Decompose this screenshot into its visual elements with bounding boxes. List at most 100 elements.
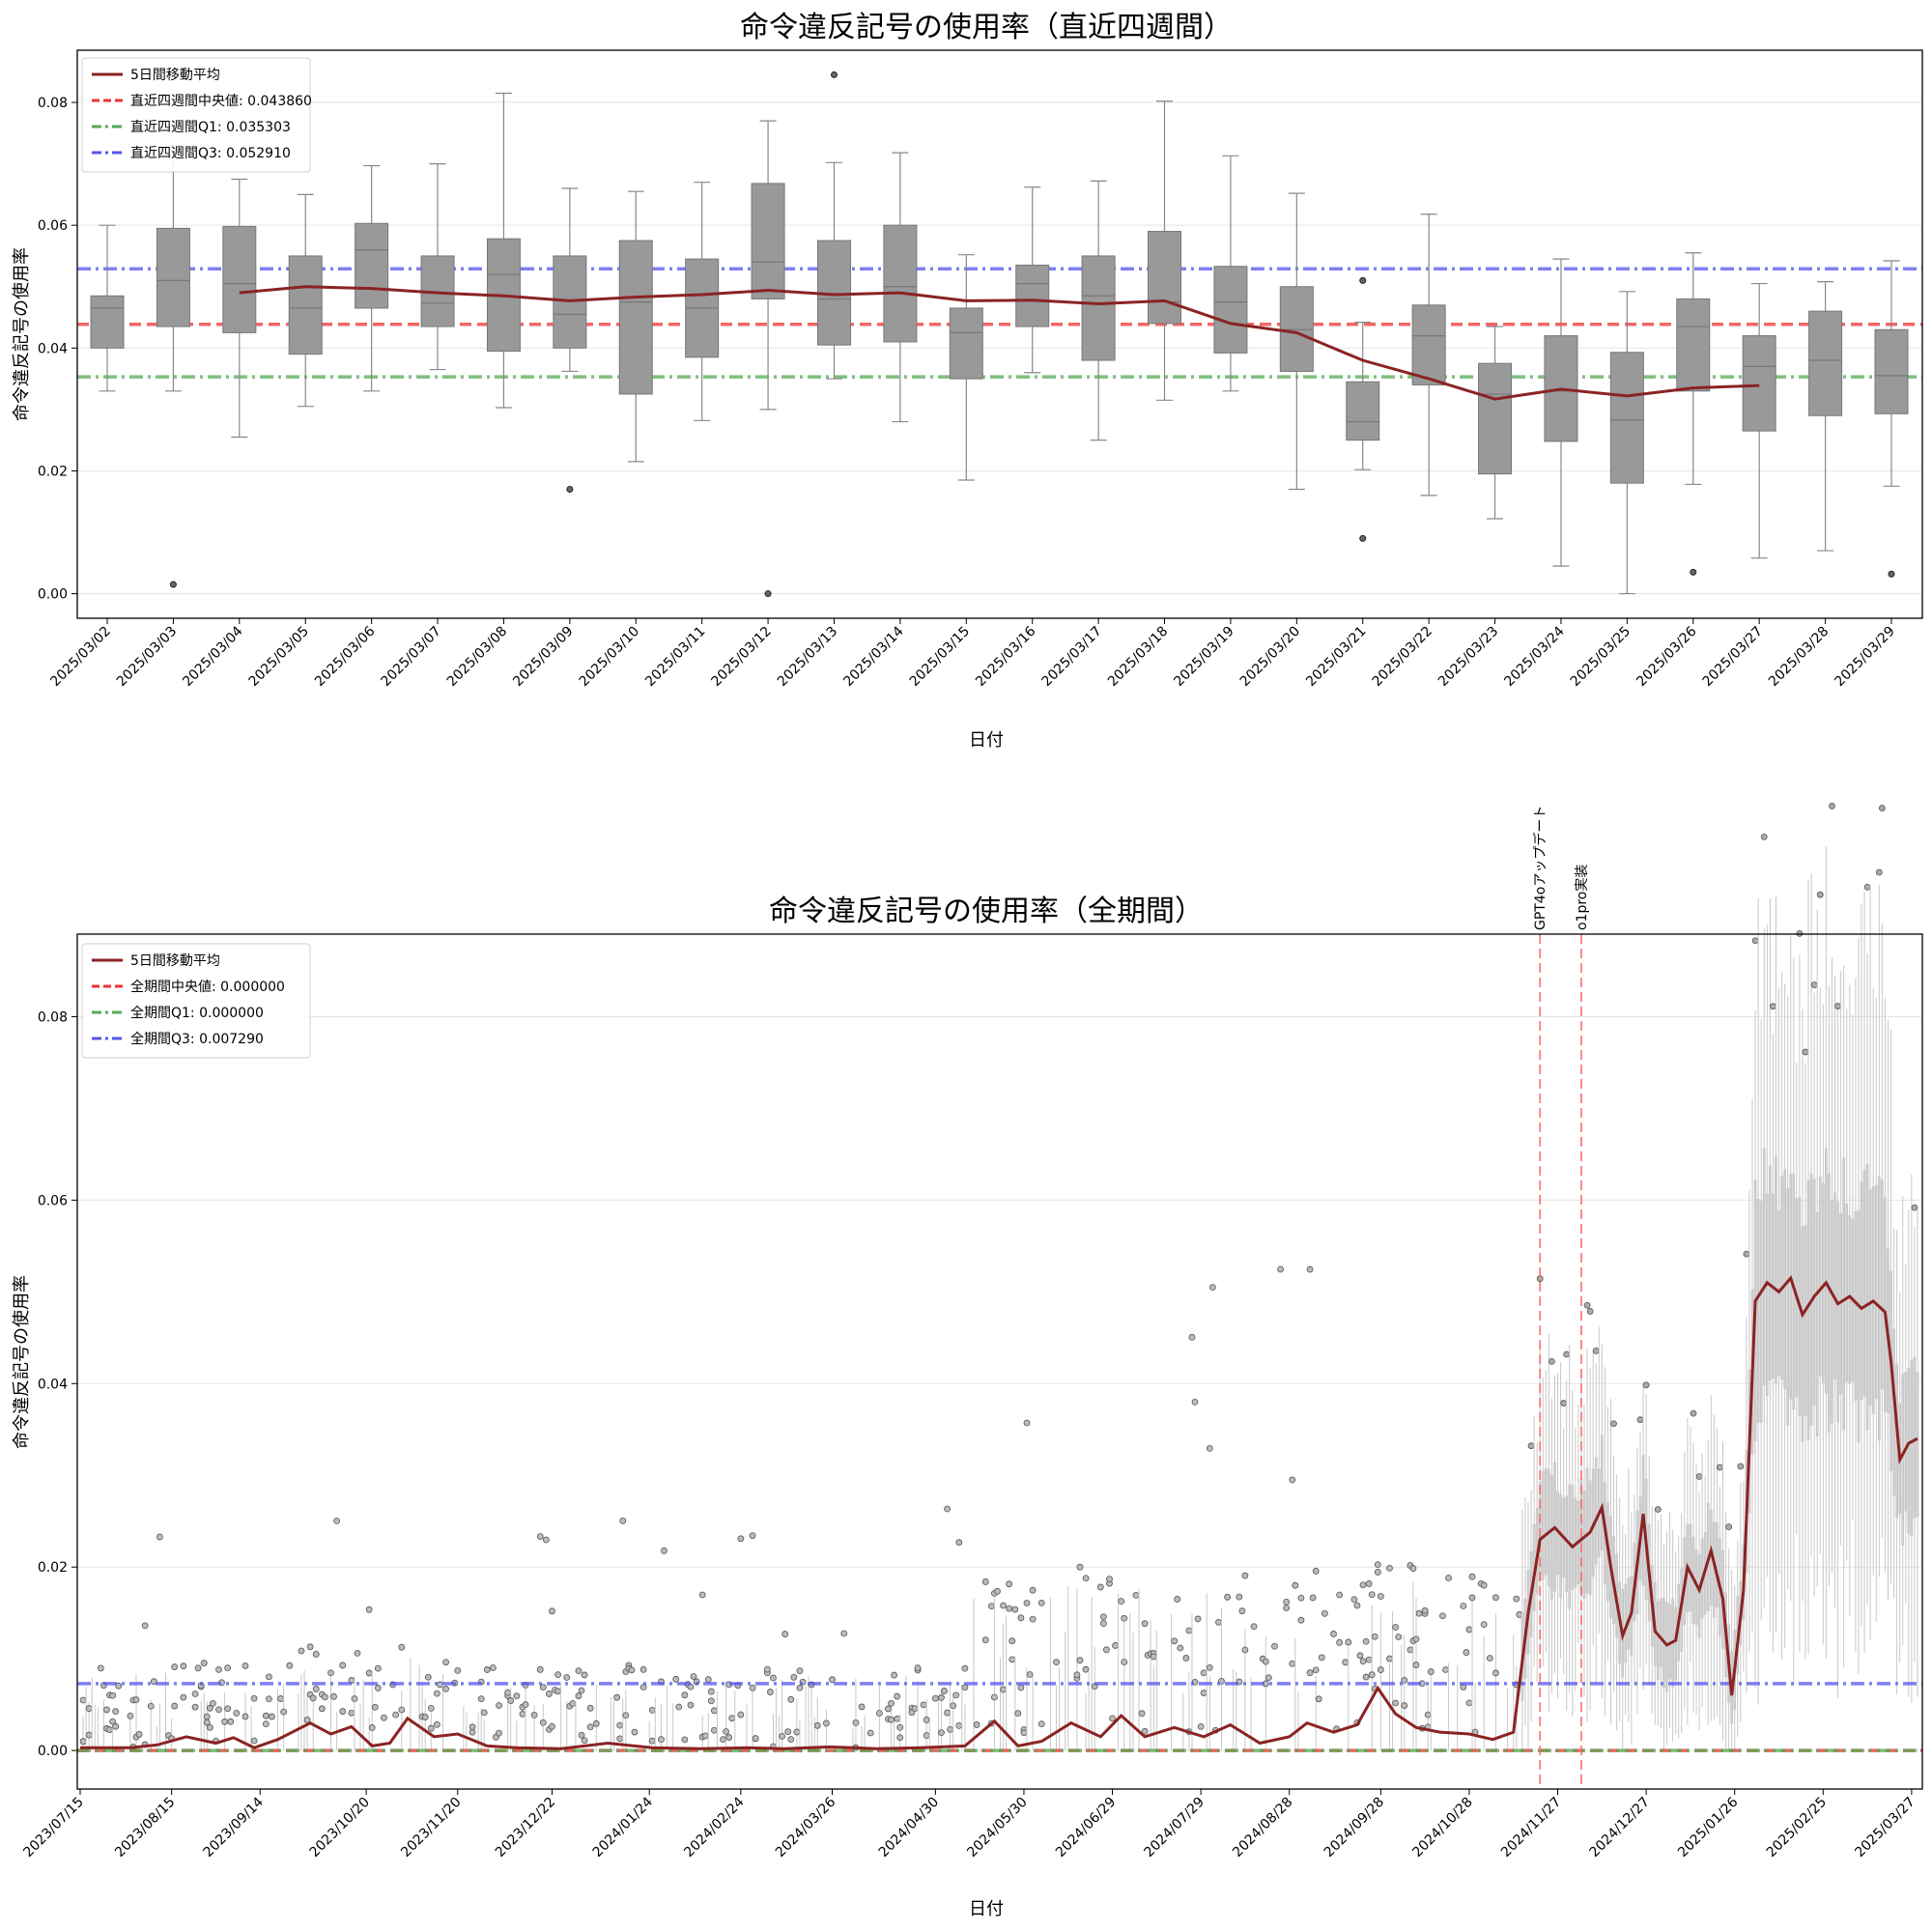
- daily-box: [981, 1578, 989, 1644]
- box-body: [1765, 1194, 1769, 1397]
- daily-box: [1289, 1476, 1296, 1667]
- outlier-point: [1336, 1591, 1344, 1599]
- daily-box: [1442, 1666, 1449, 1673]
- box-body: [1015, 264, 1050, 327]
- daily-box: [920, 1701, 927, 1709]
- box-body: [1804, 1225, 1807, 1417]
- daily-box: [578, 1687, 585, 1739]
- x-tick-label: 2025/03/20: [1237, 624, 1303, 690]
- daily-box: [1309, 1594, 1317, 1602]
- x-axis-label: 日付: [969, 1899, 1004, 1919]
- daily-box: [763, 1665, 771, 1677]
- daily-box: [1668, 1511, 1671, 1728]
- outlier-point: [938, 1693, 945, 1701]
- outlier-point: [1082, 1665, 1090, 1673]
- outlier-point: [242, 1713, 249, 1720]
- daily-box: [1777, 988, 1780, 1575]
- outlier-point: [1834, 1003, 1841, 1009]
- outlier-point: [619, 1517, 627, 1524]
- box-2025/03/18: [1148, 100, 1182, 401]
- outlier-point: [737, 1535, 745, 1543]
- outlier-point: [955, 1539, 963, 1547]
- daily-box: [1911, 1204, 1918, 1662]
- outlier-point: [1415, 1609, 1423, 1617]
- daily-box: [961, 1664, 969, 1751]
- outlier-point: [513, 1692, 521, 1700]
- daily-box: [333, 1517, 341, 1751]
- outlier-point: [312, 1686, 320, 1692]
- x-tick-label: 2024/05/30: [964, 1795, 1030, 1861]
- daily-box: [112, 1708, 120, 1730]
- outlier-point: [1250, 1623, 1258, 1631]
- daily-box: [1138, 1710, 1146, 1718]
- legend-label: 全期間Q3: 0.007290: [130, 1031, 264, 1047]
- outlier-point: [1297, 1616, 1305, 1624]
- daily-box: [728, 1715, 736, 1722]
- outlier-point: [1751, 937, 1759, 945]
- daily-box: [1809, 873, 1813, 1557]
- outlier-point: [950, 1702, 957, 1710]
- box-body: [751, 183, 785, 299]
- daily-box: [1011, 1605, 1019, 1751]
- daily-box: [952, 1691, 960, 1699]
- outlier-point: [796, 1667, 804, 1675]
- outlier-point: [1082, 1575, 1090, 1582]
- daily-box: [1801, 1009, 1804, 1602]
- daily-box: [1887, 1020, 1889, 1602]
- x-tick-label: 2025/03/08: [444, 624, 510, 690]
- daily-box: [1601, 1344, 1604, 1699]
- daily-box: [1769, 898, 1772, 1633]
- outlier-point: [1480, 1621, 1488, 1629]
- daily-box: [1775, 896, 1777, 1634]
- x-tick-label: 2025/03/16: [973, 623, 1038, 689]
- x-tick-label: 2025/03/02: [47, 624, 113, 690]
- legend-label: 5日間移動平均: [130, 953, 220, 969]
- daily-box: [354, 1649, 361, 1657]
- outlier-point: [704, 1676, 712, 1683]
- box-body: [883, 224, 918, 343]
- daily-box: [1362, 1637, 1370, 1681]
- box-body: [1213, 266, 1248, 354]
- chart-title: 命令違反記号の使用率（直近四週間）: [740, 11, 1233, 44]
- daily-box: [1112, 1642, 1119, 1649]
- outlier-point: [1208, 1284, 1216, 1292]
- moving-average-line: [239, 285, 1760, 401]
- x-tick-label: 2025/03/28: [1766, 624, 1832, 690]
- daily-box: [303, 1692, 311, 1751]
- outlier-point: [1442, 1666, 1449, 1673]
- daily-box: [1559, 1362, 1562, 1660]
- outlier-point: [112, 1722, 120, 1730]
- outlier-point: [424, 1673, 432, 1681]
- outlier-point: [1023, 1600, 1031, 1606]
- outlier-point: [1465, 1626, 1473, 1634]
- x-tick-label: 2025/03/25: [1568, 624, 1634, 690]
- daily-box: [1215, 1618, 1222, 1626]
- outlier-point: [318, 1705, 326, 1713]
- daily-box: [85, 1701, 93, 1751]
- daily-box: [1250, 1623, 1258, 1631]
- daily-box: [784, 1728, 792, 1735]
- daily-box: [852, 1678, 860, 1751]
- outlier-point: [1816, 891, 1824, 898]
- box-body: [1756, 1199, 1760, 1424]
- all-period-panel: 命令違反記号の使用率（全期間） GPT4oアップデート o1pro実装 0.00 0…: [12, 802, 1923, 1919]
- outlier-point: [1073, 1671, 1081, 1679]
- outlier-point: [770, 1674, 777, 1682]
- outlier-point: [737, 1711, 745, 1719]
- outlier-point: [1191, 1399, 1199, 1406]
- daily-box: [581, 1671, 588, 1745]
- outlier-point: [434, 1690, 440, 1697]
- daily-box: [639, 1665, 647, 1690]
- outlier-point: [710, 1726, 718, 1734]
- outlier-point: [896, 1723, 904, 1731]
- daily-box: [129, 1696, 137, 1750]
- outlier-point: [265, 1673, 272, 1681]
- daily-box: [549, 1607, 555, 1730]
- outlier-point: [923, 1717, 930, 1723]
- daily-box: [1374, 1561, 1381, 1576]
- daily-box: [616, 1721, 624, 1743]
- box-body: [1901, 1373, 1905, 1546]
- y-tick-label: 0.02: [38, 464, 68, 479]
- box-body: [1881, 1179, 1884, 1389]
- outlier-point: [784, 1728, 792, 1735]
